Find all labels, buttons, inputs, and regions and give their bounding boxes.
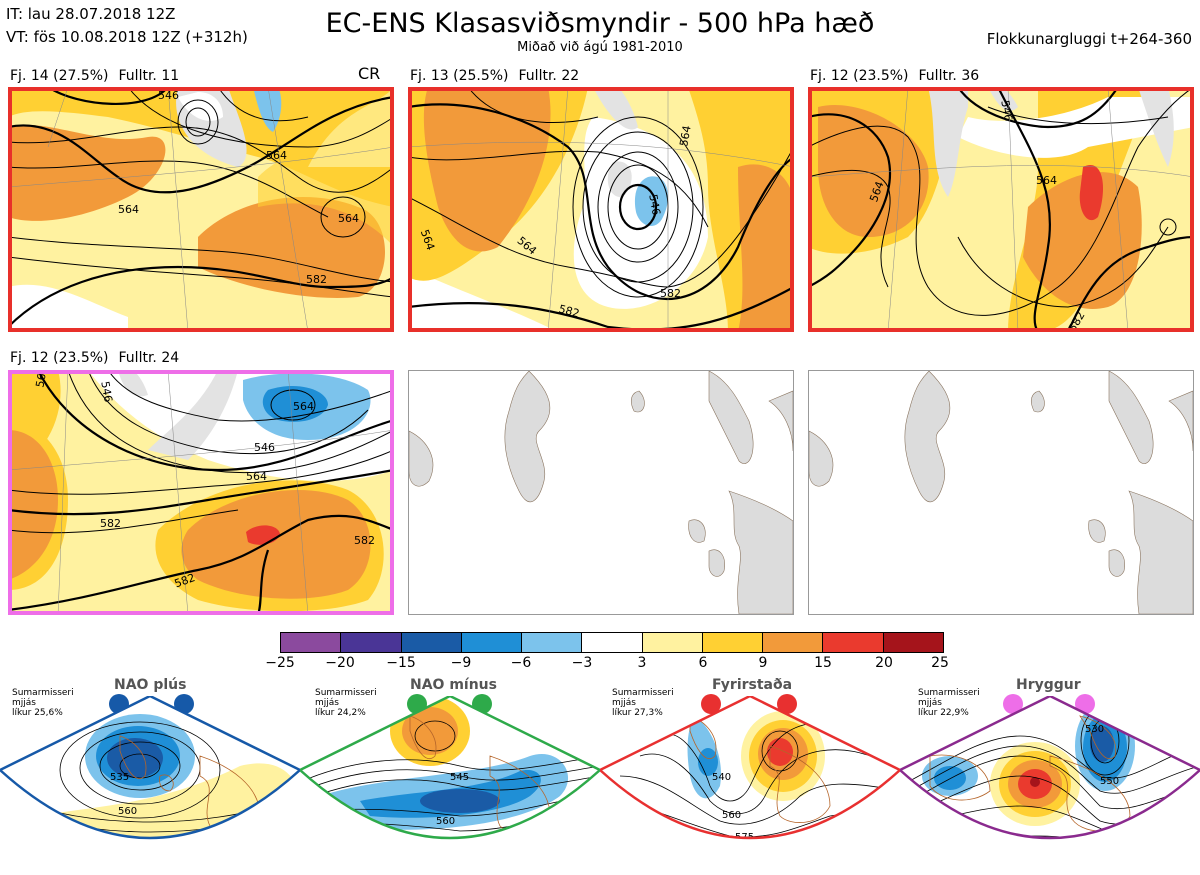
colorbar-tick: 20: [875, 655, 893, 671]
panel-1-contour-label: 564: [338, 212, 359, 225]
panel-2-contour-label: 564: [677, 125, 693, 148]
regime-3-map: 540 560 575: [597, 694, 903, 871]
panel-1-label: Fj. 14 (27.5%) Fulltr. 11: [10, 68, 189, 84]
regime-4-contour-label: 575: [1096, 838, 1115, 849]
panel-4-contour-label: 546: [254, 441, 275, 454]
regime-3-title: Fyrirstaða: [712, 677, 793, 693]
panel-2-contour-label: 582: [557, 302, 581, 320]
regime-2-contour-label: 560: [436, 816, 455, 827]
regime-4-contour-label: 550: [1100, 776, 1119, 787]
panel-4-label: Fj. 12 (23.5%) Fulltr. 24: [10, 350, 189, 366]
panel-4-contour-label: 564: [33, 370, 49, 388]
cluster-map-3: 546 564 564 582: [808, 87, 1194, 332]
panel-4-cluster: Fj. 12 (23.5%): [10, 350, 109, 366]
regime-3-marker: [777, 694, 797, 714]
colorbar-tick: −6: [510, 655, 532, 671]
classification-window: Flokkunargluggi t+264-360: [986, 30, 1192, 48]
regime-3-contour-label: 575: [735, 832, 754, 843]
colorbar-tick: 15: [814, 655, 832, 671]
regime-2-map: 545 560 575: [297, 694, 603, 871]
regime-4-marker: [1075, 694, 1095, 714]
panel-4-contour-label: 582: [100, 517, 121, 530]
regime-3-marker: [701, 694, 721, 714]
regime-3-info: Sumarmisseri mjjás líkur 27,3%: [612, 688, 674, 718]
panel-2-contour-label: 582: [660, 287, 681, 300]
regime-1-title: NAO plús: [114, 677, 187, 693]
regime-2-info: Sumarmisseri mjjás líkur 24,2%: [315, 688, 377, 718]
panel-1-contour-label: 564: [266, 149, 287, 162]
panel-3-contour-label: 546: [998, 99, 1014, 122]
panel-1-cluster: Fj. 14 (27.5%): [10, 68, 109, 84]
colorbar-segment: [461, 633, 523, 652]
colorbar-segment: [763, 633, 824, 652]
panel-2-contour-label: 546: [646, 193, 662, 216]
panel-3-cluster: Fj. 12 (23.5%): [810, 68, 909, 84]
valid-time: VT: fös 10.08.2018 12Z (+312h): [6, 28, 248, 46]
colorbar-segment: [522, 633, 583, 652]
regime-1-contour-label: 535: [110, 772, 129, 783]
regime-2-contour-label: 575: [446, 850, 465, 861]
page-subtitle: Miðað við ágú 1981-2010: [517, 40, 683, 55]
panel-2-cluster: Fj. 13 (25.5%): [410, 68, 509, 84]
colorbar-segment: [582, 633, 643, 652]
panel-1-contour-label: 546: [158, 89, 179, 102]
panel-4-contour-label: 582: [354, 534, 375, 547]
regime-4-marker: [1003, 694, 1023, 714]
colorbar-segment: [341, 633, 402, 652]
panel-2-label: Fj. 13 (25.5%) Fulltr. 22: [410, 68, 589, 84]
panel-4-rep: Fulltr. 24: [118, 350, 180, 366]
panel-3-contour-label: 564: [1036, 174, 1057, 187]
page-title: EC-ENS Klasasviðsmyndir - 500 hPa hæð: [325, 8, 875, 39]
panel-3-rep: Fulltr. 36: [918, 68, 980, 84]
panel-4-contour-label: 564: [246, 470, 267, 483]
panel-1-contour-label: 564: [118, 203, 139, 216]
regime-4-title: Hryggur: [1016, 677, 1081, 693]
regime-4-contour-label: 530: [1085, 724, 1104, 735]
colorbar-tick: −20: [325, 655, 355, 671]
colorbar-segment: [823, 633, 884, 652]
panel-1-contour-label: 582: [306, 273, 327, 286]
colorbar-tick: −15: [386, 655, 416, 671]
colorbar: [280, 632, 944, 653]
colorbar-tick: −3: [571, 655, 593, 671]
colorbar-segment: [401, 633, 462, 652]
colorbar-tick: 9: [758, 655, 768, 671]
regime-2-contour-label: 545: [450, 772, 469, 783]
regime-1-info: Sumarmisseri mjjás líkur 25,6%: [12, 688, 74, 718]
cluster-map-1: 546 564 564 582 564: [8, 87, 394, 332]
regime-4-map: 530 550 575: [897, 694, 1200, 871]
colorbar-segment: [642, 633, 703, 652]
regime-3-contour-label: 540: [712, 772, 731, 783]
colorbar-tick: 3: [637, 655, 647, 671]
panel-4-contour-label: 546: [98, 380, 114, 403]
panel-1-tag: CR: [358, 64, 381, 83]
colorbar-segment: [702, 633, 764, 652]
colorbar-tick: 25: [931, 655, 949, 671]
panel-3-label: Fj. 12 (23.5%) Fulltr. 36: [810, 68, 989, 84]
panel-2-rep: Fulltr. 22: [518, 68, 580, 84]
empty-map-5: [408, 370, 794, 615]
cluster-map-4: 564 546 546 564 564 582 582 582: [8, 370, 394, 615]
colorbar-segment: [883, 633, 943, 652]
colorbar-segment: [281, 633, 342, 652]
regime-1-contour-label: 560: [118, 806, 137, 817]
panel-1-rep: Fulltr. 11: [118, 68, 180, 84]
regime-1-map: 535 560: [0, 694, 303, 871]
initial-time: IT: lau 28.07.2018 12Z: [6, 5, 176, 23]
regime-3-contour-label: 560: [722, 810, 741, 821]
panel-4-contour-label: 564: [293, 400, 314, 413]
empty-map-6: [808, 370, 1194, 615]
regime-2-title: NAO mínus: [410, 677, 497, 693]
regime-4-info: Sumarmisseri mjjás líkur 22,9%: [918, 688, 980, 718]
cluster-map-2: 564 564 546 564 582 582: [408, 87, 794, 332]
colorbar-tick: −25: [265, 655, 295, 671]
colorbar-tick: −9: [450, 655, 472, 671]
colorbar-tick: 6: [698, 655, 708, 671]
